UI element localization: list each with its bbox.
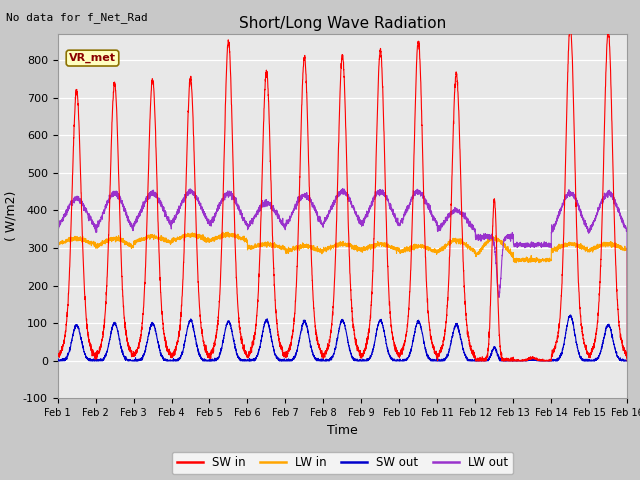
LW in — [439, 248, 447, 253]
LW out — [54, 226, 61, 231]
Line: LW in: LW in — [58, 232, 627, 361]
SW out — [54, 358, 61, 364]
LW in — [156, 236, 164, 241]
SW out — [470, 358, 478, 364]
LW out — [321, 215, 329, 220]
LW in — [54, 241, 61, 247]
SW in — [623, 358, 631, 364]
LW out — [623, 358, 631, 364]
SW in — [502, 356, 510, 362]
LW out — [156, 198, 164, 204]
SW in — [54, 353, 61, 359]
SW in — [470, 349, 478, 355]
LW out — [439, 222, 447, 228]
SW out — [54, 358, 61, 363]
LW in — [623, 247, 630, 252]
LW out — [339, 186, 347, 192]
Legend: SW in, LW in, SW out, LW out: SW in, LW in, SW out, LW out — [172, 452, 513, 474]
LW out — [623, 227, 630, 232]
SW out — [321, 357, 329, 363]
SW out — [439, 358, 447, 363]
SW in — [156, 275, 164, 280]
SW in — [472, 358, 479, 364]
Y-axis label: ( W/m2): ( W/m2) — [4, 191, 17, 241]
Text: VR_met: VR_met — [69, 53, 116, 63]
LW in — [623, 358, 631, 364]
SW out — [156, 348, 164, 354]
Line: SW in: SW in — [58, 24, 627, 361]
LW out — [502, 234, 510, 240]
LW in — [224, 229, 232, 235]
LW out — [470, 227, 478, 232]
SW in — [623, 352, 630, 358]
SW out — [623, 358, 630, 363]
SW in — [321, 349, 329, 355]
SW in — [439, 344, 447, 349]
Text: No data for f_Net_Rad: No data for f_Net_Rad — [6, 12, 148, 23]
LW in — [321, 246, 329, 252]
Title: Short/Long Wave Radiation: Short/Long Wave Radiation — [239, 16, 446, 31]
SW out — [567, 312, 575, 318]
SW out — [502, 357, 510, 363]
SW in — [566, 21, 574, 27]
Line: LW out: LW out — [58, 189, 627, 361]
SW out — [623, 358, 631, 364]
LW in — [502, 244, 510, 250]
X-axis label: Time: Time — [327, 424, 358, 437]
LW in — [470, 248, 478, 253]
Line: SW out: SW out — [58, 315, 627, 361]
